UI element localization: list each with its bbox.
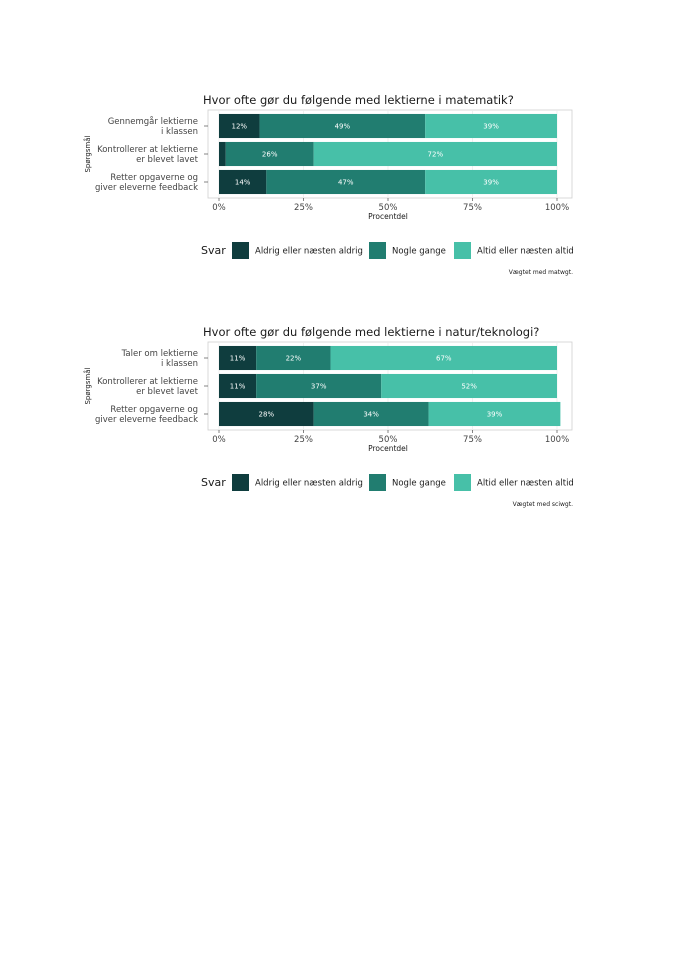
- y-axis-label: Spørgsmål: [83, 135, 92, 172]
- category-label: Retter opgaverne og: [110, 405, 198, 415]
- data-label: 47%: [338, 179, 354, 187]
- chart-natur-teknologi: Hvor ofte gør du følgende med lektierne …: [0, 320, 689, 520]
- weight-note: Vægtet med matwgt.: [509, 269, 573, 276]
- legend-swatch: [454, 474, 471, 491]
- category-label: Retter opgaverne og: [110, 173, 198, 183]
- category-label: Taler om lektierne: [121, 349, 198, 359]
- chart-matematik-svg: Hvor ofte gør du følgende med lektierne …: [83, 93, 574, 276]
- bar-segment: [313, 401, 429, 427]
- category-label: Kontrollerer at lektierne: [97, 145, 198, 155]
- x-tick-label: 25%: [294, 203, 313, 213]
- bar-segment: [259, 113, 426, 139]
- x-tick-label: 75%: [463, 435, 482, 445]
- legend-label: Altid eller næsten altid: [477, 479, 574, 489]
- legend-label: Aldrig eller næsten aldrig: [255, 247, 363, 257]
- legend-label: Altid eller næsten altid: [477, 247, 574, 257]
- data-label: 52%: [461, 383, 477, 391]
- legend-title: Svar: [201, 244, 226, 257]
- data-label: 22%: [286, 355, 302, 363]
- category-label: i klassen: [161, 359, 198, 369]
- chart-title: Hvor ofte gør du følgende med lektierne …: [203, 93, 514, 107]
- x-tick-label: 75%: [463, 203, 482, 213]
- data-label: 26%: [262, 151, 278, 159]
- category-label: Kontrollerer at lektierne: [97, 377, 198, 387]
- data-label: 34%: [363, 411, 379, 419]
- bar-segment: [219, 169, 267, 195]
- bar-segment: [428, 401, 561, 427]
- legend-swatch: [232, 242, 249, 259]
- chart-matematik: Hvor ofte gør du følgende med lektierne …: [0, 88, 689, 288]
- data-label: 49%: [335, 123, 351, 131]
- data-label: 14%: [235, 179, 251, 187]
- bar-segment: [313, 141, 557, 167]
- data-label: 72%: [428, 151, 444, 159]
- chart-natur-teknologi-svg: Hvor ofte gør du følgende med lektierne …: [83, 325, 574, 508]
- bar-segment: [219, 141, 226, 167]
- x-tick-label: 25%: [294, 435, 313, 445]
- data-label: 39%: [483, 179, 499, 187]
- chart-title: Hvor ofte gør du følgende med lektierne …: [203, 325, 539, 339]
- bar-segment: [381, 373, 557, 399]
- y-axis-label: Spørgsmål: [83, 367, 92, 404]
- legend-swatch: [232, 474, 249, 491]
- x-axis-label: Procentdel: [368, 444, 408, 453]
- x-axis-label: Procentdel: [368, 212, 408, 221]
- legend-swatch: [369, 474, 386, 491]
- legend-label: Nogle gange: [392, 479, 446, 489]
- category-label: Gennemgår lektierne: [108, 116, 198, 127]
- category-label: i klassen: [161, 127, 198, 137]
- x-tick-label: 100%: [545, 203, 569, 213]
- bar-segment: [219, 373, 257, 399]
- x-tick-label: 50%: [379, 435, 398, 445]
- legend-swatch: [369, 242, 386, 259]
- bar-segment: [256, 345, 331, 371]
- data-label: 12%: [231, 123, 247, 131]
- data-label: 11%: [230, 355, 246, 363]
- weight-note: Vægtet med sciwgt.: [513, 501, 574, 508]
- legend-title: Svar: [201, 476, 226, 489]
- x-tick-label: 100%: [545, 435, 569, 445]
- data-label: 28%: [259, 411, 275, 419]
- data-label: 11%: [230, 383, 246, 391]
- data-label: 39%: [487, 411, 503, 419]
- bar-segment: [219, 401, 314, 427]
- bar-segment: [425, 113, 557, 139]
- x-tick-label: 50%: [379, 203, 398, 213]
- data-label: 39%: [483, 123, 499, 131]
- legend-label: Aldrig eller næsten aldrig: [255, 479, 363, 489]
- bar-segment: [219, 345, 257, 371]
- data-label: 67%: [436, 355, 452, 363]
- bar-segment: [219, 113, 260, 139]
- data-label: 37%: [311, 383, 327, 391]
- category-label: giver eleverne feedback: [95, 415, 198, 425]
- bar-segment: [425, 169, 557, 195]
- legend-label: Nogle gange: [392, 247, 446, 257]
- legend-swatch: [454, 242, 471, 259]
- bar-segment: [330, 345, 557, 371]
- bar-segment: [225, 141, 314, 167]
- category-label: er blevet lavet: [136, 155, 199, 165]
- category-label: giver eleverne feedback: [95, 183, 198, 193]
- bar-segment: [256, 373, 382, 399]
- x-tick-label: 0%: [212, 203, 226, 213]
- bar-segment: [266, 169, 426, 195]
- x-tick-label: 0%: [212, 435, 226, 445]
- category-label: er blevet lavet: [136, 387, 199, 397]
